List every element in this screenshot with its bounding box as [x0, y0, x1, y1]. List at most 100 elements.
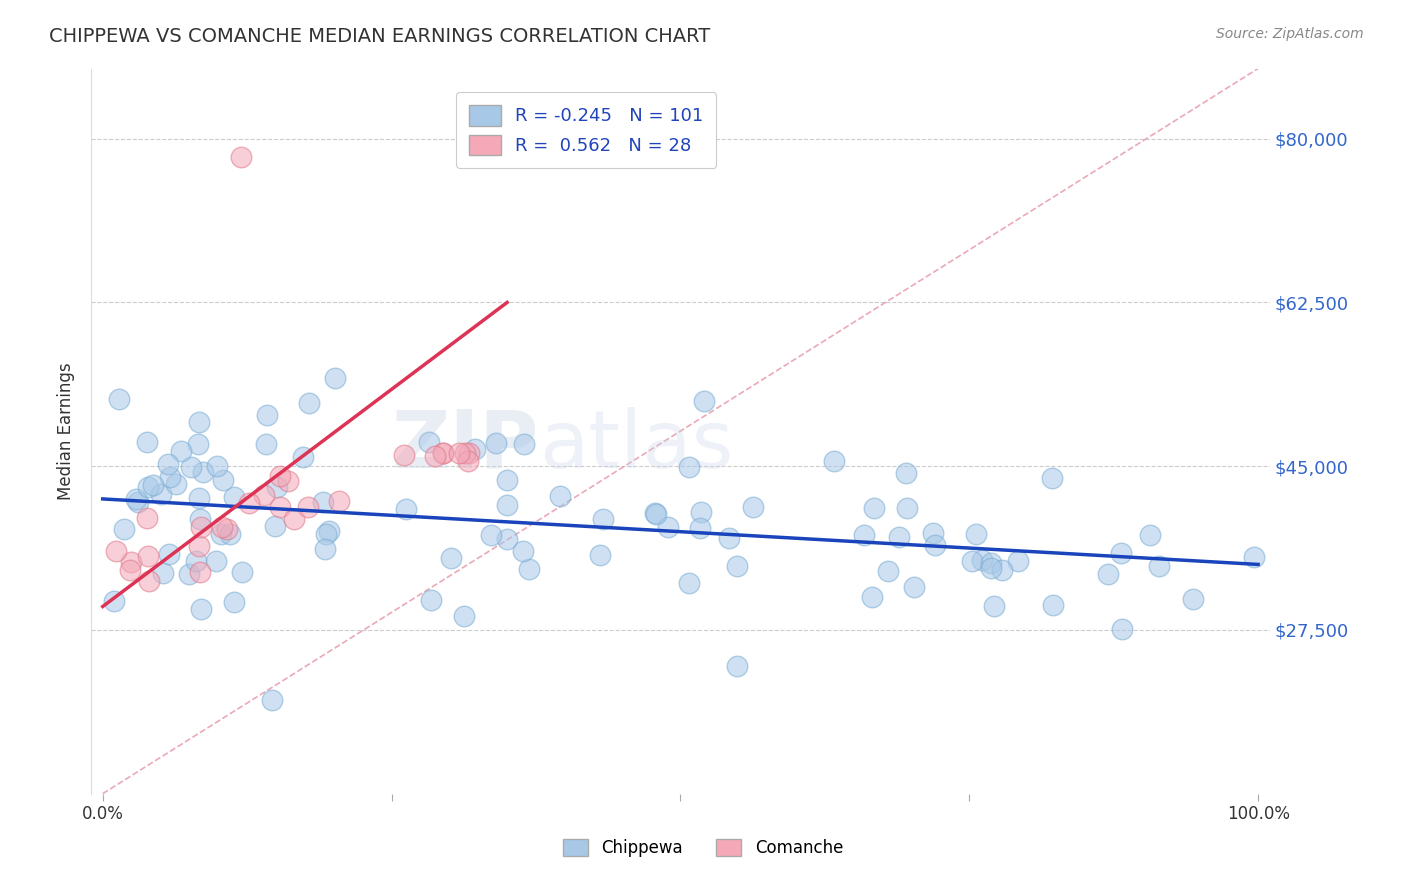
Point	[184, 554, 207, 568]
Point	[256, 409, 278, 423]
Point	[440, 550, 463, 565]
Point	[1111, 623, 1133, 637]
Point	[231, 565, 253, 579]
Point	[678, 575, 700, 590]
Point	[298, 396, 321, 410]
Point	[118, 563, 141, 577]
Point	[188, 539, 211, 553]
Point	[190, 511, 212, 525]
Point	[215, 522, 238, 536]
Point	[125, 491, 148, 506]
Text: CHIPPEWA VS COMANCHE MEDIAN EARNINGS CORRELATION CHART: CHIPPEWA VS COMANCHE MEDIAN EARNINGS COR…	[49, 27, 710, 45]
Point	[328, 494, 350, 508]
Legend: Chippewa, Comanche: Chippewa, Comanche	[554, 831, 852, 866]
Point	[717, 531, 740, 545]
Point	[262, 693, 284, 707]
Point	[1097, 567, 1119, 582]
Point	[231, 150, 253, 164]
Point	[277, 474, 299, 488]
Point	[548, 489, 571, 503]
Text: atlas: atlas	[538, 407, 734, 484]
Point	[212, 473, 235, 487]
Point	[453, 609, 475, 624]
Point	[496, 532, 519, 546]
Point	[657, 520, 679, 534]
Point	[725, 659, 748, 673]
Point	[690, 505, 713, 519]
Point	[105, 544, 128, 558]
Point	[485, 436, 508, 450]
Point	[127, 495, 149, 509]
Point	[1182, 591, 1205, 606]
Point	[513, 437, 536, 451]
Point	[889, 530, 911, 544]
Point	[142, 478, 165, 492]
Point	[419, 593, 441, 607]
Point	[269, 469, 291, 483]
Point	[138, 574, 160, 589]
Point	[191, 465, 214, 479]
Point	[315, 526, 337, 541]
Point	[150, 487, 173, 501]
Point	[112, 522, 135, 536]
Point	[1040, 470, 1063, 484]
Point	[156, 457, 179, 471]
Point	[1147, 559, 1170, 574]
Point	[1042, 599, 1064, 613]
Point	[136, 435, 159, 450]
Point	[188, 565, 211, 579]
Point	[157, 547, 180, 561]
Point	[269, 500, 291, 514]
Point	[187, 436, 209, 450]
Point	[449, 446, 471, 460]
Point	[205, 459, 228, 474]
Point	[254, 437, 277, 451]
Legend: R = -0.245   N = 101, R =  0.562   N = 28: R = -0.245 N = 101, R = 0.562 N = 28	[456, 92, 717, 168]
Point	[517, 562, 540, 576]
Point	[876, 564, 898, 578]
Point	[860, 590, 883, 604]
Point	[980, 557, 1002, 571]
Point	[1007, 554, 1029, 568]
Point	[312, 495, 335, 509]
Point	[392, 448, 415, 462]
Point	[1139, 528, 1161, 542]
Point	[266, 480, 288, 494]
Point	[238, 496, 260, 510]
Point	[983, 599, 1005, 613]
Point	[496, 498, 519, 512]
Point	[924, 538, 946, 552]
Point	[418, 434, 440, 449]
Point	[863, 501, 886, 516]
Point	[432, 446, 454, 460]
Point	[190, 519, 212, 533]
Point	[970, 552, 993, 566]
Point	[896, 501, 918, 516]
Point	[457, 446, 479, 460]
Point	[965, 526, 987, 541]
Point	[224, 595, 246, 609]
Point	[457, 454, 479, 468]
Point	[512, 544, 534, 558]
Point	[1243, 549, 1265, 564]
Point	[894, 466, 917, 480]
Point	[323, 371, 346, 385]
Point	[454, 446, 477, 460]
Point	[138, 549, 160, 563]
Point	[297, 500, 319, 514]
Point	[742, 500, 765, 515]
Point	[496, 473, 519, 487]
Point	[224, 490, 246, 504]
Point	[479, 528, 502, 542]
Point	[152, 566, 174, 580]
Point	[120, 555, 142, 569]
Point	[253, 488, 276, 502]
Point	[136, 480, 159, 494]
Point	[823, 454, 845, 468]
Point	[922, 525, 945, 540]
Text: ZIP: ZIP	[392, 407, 538, 484]
Point	[136, 510, 159, 524]
Point	[318, 524, 340, 539]
Point	[283, 512, 305, 526]
Text: Source: ZipAtlas.com: Source: ZipAtlas.com	[1216, 27, 1364, 41]
